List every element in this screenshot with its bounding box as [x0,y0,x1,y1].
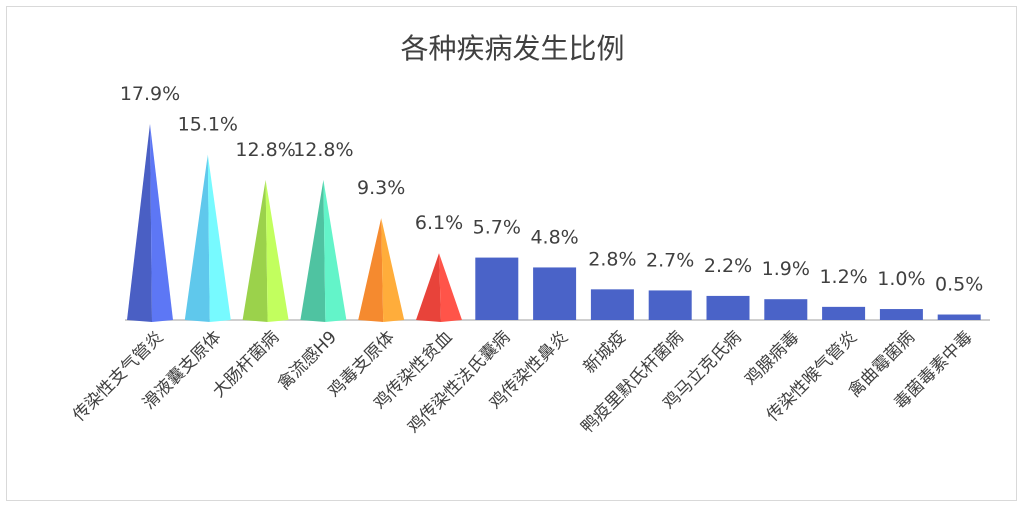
bar-cone-2 [184,154,231,322]
bar-13 [822,306,866,320]
category-label-7: 鸡传染性法氏囊病 [404,327,514,437]
bar-cone-1 [127,124,173,322]
cone-face-left [416,253,441,322]
bar-10 [648,290,692,320]
data-label-12: 1.9% [762,258,810,280]
data-label-10: 2.7% [646,249,694,271]
bar-cone-5 [358,218,405,322]
cone-face-left [127,124,152,322]
data-label-13: 1.2% [819,266,867,288]
data-label-3: 12.8% [235,139,295,161]
bar-12 [764,299,808,320]
cone-face-right [150,124,173,322]
bar-9 [590,289,634,320]
bar-cone-3 [242,179,289,322]
bar-15 [937,314,981,320]
data-label-5: 9.3% [357,177,405,199]
data-label-7: 5.7% [473,217,521,239]
cone-face-right [439,253,462,322]
cone-face-left [358,218,384,322]
cone-face-left [300,179,326,322]
bar-11 [706,295,750,320]
data-label-14: 1.0% [877,268,925,290]
bar-14 [879,309,923,320]
cone-face-right [323,179,347,322]
data-label-15: 0.5% [935,274,983,296]
data-label-1: 17.9% [120,83,180,105]
cone-face-right [207,154,231,322]
category-label-10: 鸭疫里默氏杆菌病 [577,327,687,437]
cone-face-right [381,218,405,322]
data-label-11: 2.2% [704,255,752,277]
data-label-2: 15.1% [178,114,238,136]
data-label-8: 4.8% [530,226,578,248]
bar-8 [533,267,577,320]
bar-7 [475,257,519,320]
data-label-4: 12.8% [293,139,353,161]
bar-cone-4 [300,179,347,322]
data-label-6: 6.1% [415,212,463,234]
chart-frame: 各种疾病发生比例 [6,6,1017,501]
cone-face-left [242,179,268,322]
cone-face-right [265,179,289,322]
bar-cone-6 [416,253,462,322]
data-label-9: 2.8% [588,248,636,270]
category-label-9: 新城疫 [580,327,630,377]
chart-title: 各种疾病发生比例 [400,32,625,65]
cone-face-left [184,154,210,322]
